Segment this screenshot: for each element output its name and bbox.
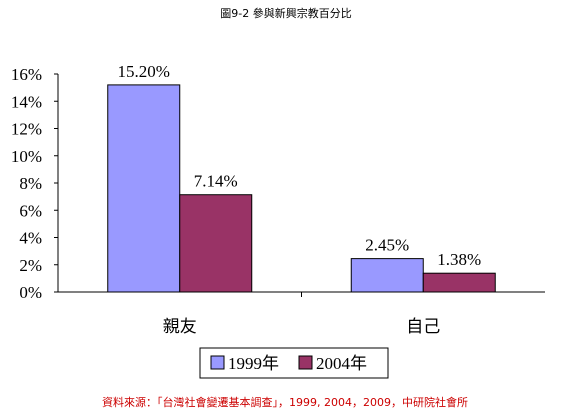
data-labels: 15.20% 7.14% 2.45% 1.38% (118, 62, 482, 269)
y-tick-label: 12% (11, 120, 42, 139)
y-tick-label: 4% (19, 229, 42, 248)
legend: 1999年 2004年 (199, 347, 389, 379)
chart-title: 圖9-2 參與新興宗教百分比 (220, 6, 351, 20)
y-tick-label: 8% (19, 174, 42, 193)
bars (107, 84, 496, 293)
data-label: 2.45% (365, 236, 409, 255)
bar-2004年-親友 (179, 194, 253, 293)
y-tick-label: 6% (19, 201, 42, 220)
source-note: 資料來源：「台灣社會變遷基本調查」，1999, 2004，2009，中研院社會所 (102, 395, 468, 409)
data-label: 7.14% (194, 172, 238, 191)
x-category-label: 親友 (163, 317, 197, 337)
data-label: 15.20% (118, 62, 170, 81)
legend-label-2004: 2004年 (316, 354, 367, 373)
data-label: 1.38% (437, 250, 481, 269)
y-tick-label: 2% (19, 256, 42, 275)
category-labels: 親友 自己 (163, 292, 440, 337)
bar-1999年-自己 (350, 258, 424, 293)
y-ticks: 0% 2% 4% 6% 8% 10% 12% 14% 16% (11, 65, 58, 302)
legend-swatch-2004 (298, 355, 313, 370)
bar-1999年-親友 (107, 84, 181, 293)
y-tick-label: 14% (11, 92, 42, 111)
legend-swatch-1999 (210, 355, 225, 370)
x-category-label: 自己 (406, 317, 440, 337)
y-tick-label: 0% (19, 283, 42, 302)
y-tick-label: 16% (11, 65, 42, 84)
y-tick-label: 10% (11, 147, 42, 166)
legend-box (199, 347, 389, 379)
legend-label-1999: 1999年 (228, 354, 279, 373)
bar-2004年-自己 (422, 272, 496, 293)
